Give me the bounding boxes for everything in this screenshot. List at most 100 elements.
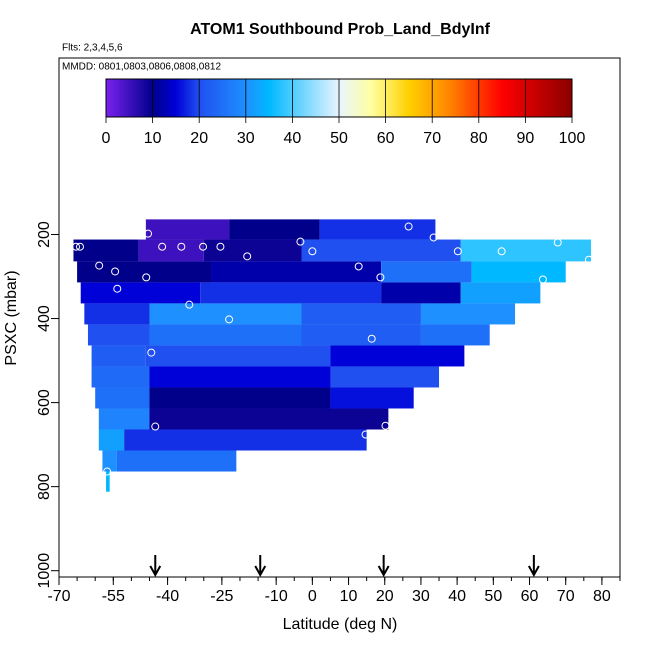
colorbar-step xyxy=(466,79,469,117)
colorbar-step xyxy=(446,79,449,117)
colorbar-step xyxy=(376,79,379,117)
colorbar-step xyxy=(352,79,355,117)
colorbar-step xyxy=(174,79,177,117)
cell xyxy=(420,303,516,325)
colorbar-step xyxy=(456,79,459,117)
cell xyxy=(116,450,237,472)
cell xyxy=(301,303,421,325)
colorbar-step xyxy=(158,79,161,117)
colorbar-step xyxy=(266,79,269,117)
colorbar-step xyxy=(450,79,453,117)
colorbar-step xyxy=(386,79,389,117)
colorbar-step xyxy=(530,79,533,117)
colorbar-step xyxy=(224,79,227,117)
colorbar-step xyxy=(288,79,291,117)
x-tick-label: -10 xyxy=(265,588,288,605)
colorbar-step xyxy=(262,79,265,117)
colorbar-step xyxy=(268,79,271,117)
colorbar-step xyxy=(566,79,569,117)
colorbar-step xyxy=(164,79,167,117)
colorbar-step xyxy=(470,79,473,117)
colorbar-step xyxy=(496,79,499,117)
colorbar-step xyxy=(184,79,187,117)
colorbar-step xyxy=(458,79,461,117)
colorbar-step xyxy=(552,79,555,117)
colorbar-step xyxy=(462,79,465,117)
colorbar-step xyxy=(112,79,115,117)
colorbar-step xyxy=(514,79,517,117)
colorbar-step xyxy=(428,79,431,117)
colorbar-step xyxy=(490,79,493,117)
cell xyxy=(200,282,382,304)
colorbar-step xyxy=(494,79,497,117)
colorbar-step xyxy=(362,79,365,117)
colorbar-step xyxy=(484,79,487,117)
colorbar-step xyxy=(406,79,409,117)
colorbar-step xyxy=(570,79,573,117)
colorbar-step xyxy=(360,79,363,117)
colorbar-step xyxy=(564,79,567,117)
x-tick-label: 80 xyxy=(593,588,611,605)
colorbar-step xyxy=(284,79,287,117)
annotation: MMDD: 0801,0803,0806,0808,0812 xyxy=(62,62,221,73)
colorbar-step xyxy=(408,79,411,117)
colorbar-step xyxy=(452,79,455,117)
colorbar-step xyxy=(414,79,417,117)
colorbar-step xyxy=(526,79,529,117)
cell xyxy=(460,282,541,304)
colorbar-step xyxy=(556,79,559,117)
colorbar-step xyxy=(568,79,571,117)
colorbar-step xyxy=(444,79,447,117)
colorbar-step xyxy=(364,79,367,117)
colorbar-step xyxy=(522,79,525,117)
colorbar-step xyxy=(244,79,247,117)
colorbar-step xyxy=(400,79,403,117)
colorbar-step xyxy=(276,79,279,117)
colorbar-step xyxy=(106,79,109,117)
cell xyxy=(145,345,331,367)
cell xyxy=(381,261,472,283)
cell xyxy=(420,324,490,346)
colorbar-step xyxy=(218,79,221,117)
colorbar-step xyxy=(472,79,475,117)
observation xyxy=(142,273,151,282)
observation xyxy=(103,467,112,476)
cell xyxy=(73,239,139,262)
colorbar-step xyxy=(370,79,373,117)
colorbar-step xyxy=(420,79,423,117)
observation xyxy=(144,229,153,238)
observation xyxy=(199,242,208,251)
cell xyxy=(98,429,125,451)
colorbar-step xyxy=(538,79,541,117)
colorbar-step xyxy=(144,79,147,117)
colorbar-step xyxy=(336,79,339,117)
colorbar-step xyxy=(434,79,437,117)
colorbar-step xyxy=(278,79,281,117)
observation xyxy=(497,247,506,256)
cell xyxy=(91,345,146,367)
colorbar-step xyxy=(162,79,165,117)
colorbar-step xyxy=(300,79,303,117)
cell xyxy=(145,219,230,240)
x-tick-label: 50 xyxy=(484,588,502,605)
cell xyxy=(330,387,414,409)
colorbar-step xyxy=(346,79,349,117)
x-tick-label: 40 xyxy=(448,588,466,605)
observation xyxy=(376,273,385,282)
y-tick-label: 800 xyxy=(36,473,53,500)
colorbar-tick-label: 30 xyxy=(237,130,255,147)
x-tick-label: 20 xyxy=(376,588,394,605)
colorbar-step xyxy=(140,79,143,117)
colorbar-step xyxy=(402,79,405,117)
colorbar-step xyxy=(330,79,333,117)
colorbar-step xyxy=(216,79,219,117)
colorbar-step xyxy=(260,79,263,117)
colorbar-tick-label: 20 xyxy=(190,130,208,147)
arrow xyxy=(149,555,162,578)
observation xyxy=(584,255,593,264)
colorbar-tick-label: 80 xyxy=(470,130,488,147)
colorbar-step xyxy=(520,79,523,117)
colorbar-step xyxy=(178,79,181,117)
colorbar-step xyxy=(210,79,213,117)
colorbar-step xyxy=(220,79,223,117)
